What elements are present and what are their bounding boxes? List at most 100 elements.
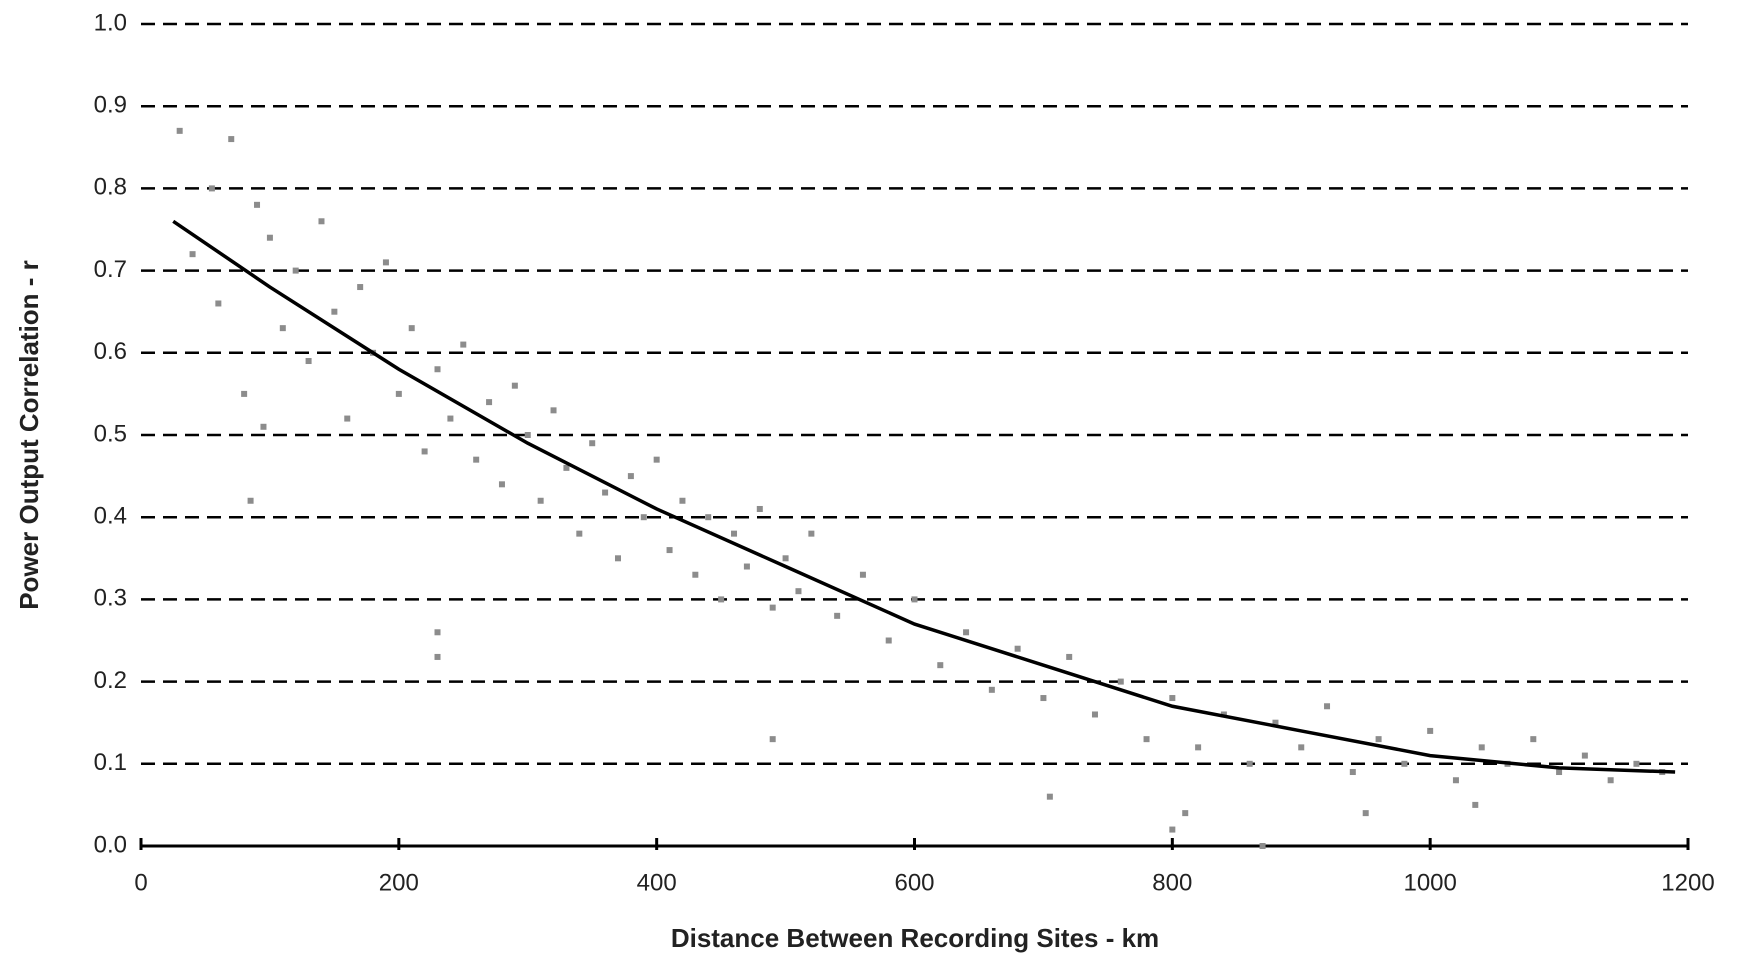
scatter-point bbox=[769, 604, 776, 611]
x-tick-label: 600 bbox=[894, 869, 934, 896]
scatter-point bbox=[1556, 769, 1563, 776]
scatter-point bbox=[395, 390, 402, 397]
scatter-point bbox=[318, 218, 325, 225]
scatter-point bbox=[176, 127, 183, 134]
scatter-point bbox=[963, 629, 970, 636]
scatter-point bbox=[1427, 727, 1434, 734]
scatter-point bbox=[1607, 777, 1614, 784]
y-tick-label: 0.2 bbox=[94, 667, 127, 694]
scatter-point bbox=[434, 366, 441, 373]
scatter-point bbox=[576, 530, 583, 537]
y-tick-label: 0.5 bbox=[94, 420, 127, 447]
scatter-point bbox=[228, 136, 235, 143]
scatter-point bbox=[344, 415, 351, 422]
scatter-point bbox=[692, 571, 699, 578]
y-tick-label: 0.3 bbox=[94, 585, 127, 612]
scatter-point bbox=[718, 596, 725, 603]
scatter-point bbox=[382, 259, 389, 266]
scatter-point bbox=[215, 300, 222, 307]
scatter-point bbox=[743, 563, 750, 570]
scatter-point bbox=[434, 653, 441, 660]
scatter-point bbox=[1349, 769, 1356, 776]
scatter-point bbox=[1452, 777, 1459, 784]
scatter-point bbox=[1375, 736, 1382, 743]
scatter-point bbox=[705, 514, 712, 521]
scatter-point bbox=[679, 497, 686, 504]
scatter-point bbox=[292, 267, 299, 274]
scatter-point bbox=[589, 440, 596, 447]
scatter-point bbox=[331, 308, 338, 315]
y-tick-label: 0.4 bbox=[94, 503, 127, 530]
scatter-point bbox=[279, 325, 286, 332]
scatter-point bbox=[988, 686, 995, 693]
scatter-point bbox=[640, 514, 647, 521]
scatter-point bbox=[408, 325, 415, 332]
scatter-point bbox=[1195, 744, 1202, 751]
scatter-point bbox=[1272, 719, 1279, 726]
y-tick-label: 0.7 bbox=[94, 256, 127, 283]
scatter-point bbox=[1633, 760, 1640, 767]
scatter-point bbox=[1401, 760, 1408, 767]
x-tick-label: 800 bbox=[1152, 869, 1192, 896]
scatter-point bbox=[1091, 711, 1098, 718]
y-tick-label: 0.0 bbox=[94, 831, 127, 858]
scatter-point bbox=[1182, 810, 1189, 817]
y-tick-label: 0.8 bbox=[94, 174, 127, 201]
scatter-point bbox=[614, 555, 621, 562]
trend-line bbox=[172, 219, 1676, 774]
x-axis-label: Distance Between Recording Sites - km bbox=[671, 923, 1159, 953]
x-tick-label: 0 bbox=[134, 869, 147, 896]
scatter-point bbox=[563, 464, 570, 471]
scatter-point bbox=[473, 456, 480, 463]
scatter-point bbox=[537, 497, 544, 504]
scatter-point bbox=[1169, 826, 1176, 833]
scatter-point bbox=[911, 596, 918, 603]
scatter-point bbox=[1066, 653, 1073, 660]
scatter-point bbox=[254, 201, 261, 208]
scatter-point bbox=[808, 530, 815, 537]
scatter-point bbox=[1530, 736, 1537, 743]
scatter-point bbox=[1046, 793, 1053, 800]
scatter-point bbox=[653, 456, 660, 463]
x-tick-label: 1000 bbox=[1403, 869, 1456, 896]
scatter-point bbox=[524, 432, 531, 438]
scatter-point bbox=[782, 555, 789, 562]
scatter-point bbox=[885, 637, 892, 644]
scatter-point bbox=[1362, 810, 1369, 817]
scatter-point bbox=[859, 571, 866, 578]
scatter-point bbox=[1040, 695, 1047, 702]
scatter-point bbox=[756, 505, 763, 512]
scatter-point bbox=[1014, 645, 1021, 652]
scatter-point bbox=[1478, 744, 1485, 751]
scatter-point bbox=[460, 341, 467, 348]
x-tick-label: 1200 bbox=[1661, 869, 1714, 896]
scatter-point bbox=[189, 251, 196, 258]
scatter-point bbox=[498, 481, 505, 488]
y-axis-label: Power Output Correlation - r bbox=[14, 260, 44, 610]
scatter-point bbox=[241, 390, 248, 397]
x-tick-label: 400 bbox=[637, 869, 677, 896]
scatter-point bbox=[447, 415, 454, 422]
y-tick-label: 0.1 bbox=[94, 749, 127, 776]
scatter-point bbox=[1169, 695, 1176, 702]
scatter-point bbox=[421, 448, 428, 455]
scatter-point bbox=[266, 234, 273, 241]
scatter-point bbox=[208, 185, 215, 192]
scatter-point bbox=[602, 489, 609, 496]
scatter-point bbox=[769, 736, 776, 743]
x-tick-label: 200 bbox=[379, 869, 419, 896]
scatter-point bbox=[1246, 760, 1253, 767]
scatter-point bbox=[260, 423, 267, 430]
scatter-point bbox=[937, 662, 944, 669]
scatter-point bbox=[1472, 801, 1479, 808]
scatter-point bbox=[627, 473, 634, 480]
scatter-point bbox=[486, 399, 493, 406]
scatter-point bbox=[731, 530, 738, 537]
scatter-point bbox=[1298, 744, 1305, 751]
scatter-point bbox=[834, 612, 841, 619]
scatter-point bbox=[247, 497, 254, 504]
scatter-point bbox=[666, 547, 673, 554]
scatter-point bbox=[1324, 703, 1331, 710]
